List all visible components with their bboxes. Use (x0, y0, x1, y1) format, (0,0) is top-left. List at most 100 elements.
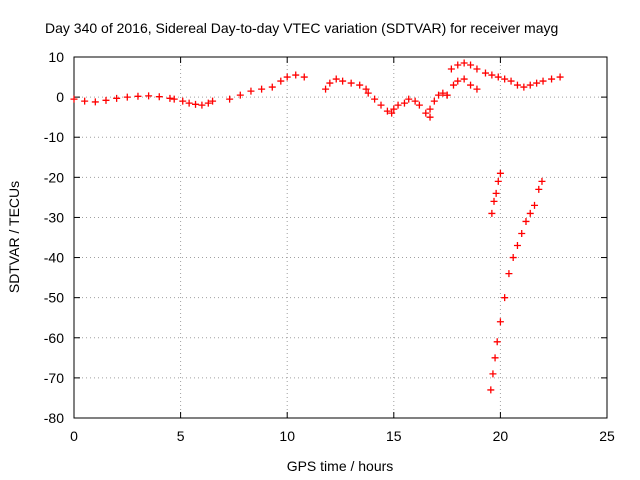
data-point (400, 99, 408, 107)
data-point (347, 79, 355, 87)
data-point (388, 109, 396, 117)
data-point (332, 75, 340, 83)
series-seg5 (364, 89, 396, 117)
data-point (192, 100, 200, 108)
data-point (488, 209, 496, 217)
data-point (492, 189, 500, 197)
x-tick-label: 10 (279, 428, 295, 444)
data-point (454, 77, 462, 85)
data-point (501, 75, 509, 83)
data-point (377, 101, 385, 109)
x-tick-label: 15 (386, 428, 402, 444)
data-point (491, 354, 499, 362)
data-point (531, 201, 539, 209)
data-point (383, 107, 391, 115)
data-point (70, 95, 78, 103)
y-tick-label: -40 (44, 250, 64, 266)
data-point (123, 93, 131, 101)
data-point (426, 105, 434, 113)
data-point (185, 99, 193, 107)
data-point (473, 85, 481, 93)
x-tick-label: 25 (599, 428, 615, 444)
series-seg1 (70, 92, 178, 106)
data-point (496, 318, 504, 326)
data-point (300, 73, 308, 81)
data-point (494, 73, 502, 81)
data-point (430, 97, 438, 105)
data-point (102, 96, 110, 104)
data-point (460, 59, 468, 67)
data-point (509, 254, 517, 262)
data-point (460, 75, 468, 83)
data-point (179, 97, 187, 105)
data-point (415, 101, 423, 109)
data-point (204, 99, 212, 107)
x-tick-label: 20 (493, 428, 509, 444)
y-tick-label: -30 (44, 209, 64, 225)
data-point (390, 105, 398, 113)
y-tick-label: -20 (44, 169, 64, 185)
data-point (539, 77, 547, 85)
data-point (449, 81, 457, 89)
chart-title: Day 340 of 2016, Sidereal Day-to-day VTE… (45, 20, 558, 36)
series-seg9 (447, 59, 481, 73)
data-point (134, 92, 142, 100)
data-point (467, 61, 475, 69)
data-point (501, 294, 509, 302)
data-point (145, 92, 153, 100)
data-point (473, 65, 481, 73)
x-tick-label: 0 (70, 428, 78, 444)
series-seg6 (390, 95, 434, 121)
data-point (236, 91, 244, 99)
data-point (447, 65, 455, 73)
data-point (155, 93, 163, 101)
axis-ticks: 0 5 10 15 20 25 10 0 -10 -20 -30 -40 -50 -60 -70 -80 (44, 49, 615, 444)
data-point (518, 229, 526, 237)
data-point (538, 177, 546, 185)
data-point (91, 98, 99, 106)
data-point (426, 113, 434, 121)
data-point (170, 95, 178, 103)
x-tick-label: 5 (177, 428, 185, 444)
data-point (258, 85, 266, 93)
data-point (81, 97, 89, 105)
series-seg12 (487, 177, 546, 394)
data-point (467, 81, 475, 89)
series-seg8 (443, 75, 481, 99)
data-point (487, 386, 495, 394)
data-point (505, 270, 513, 278)
data-point (247, 87, 255, 95)
data-point (526, 209, 534, 217)
x-axis-label: GPS time / hours (287, 458, 394, 474)
data-point (481, 69, 489, 77)
data-point (507, 77, 515, 85)
y-tick-label: -10 (44, 129, 64, 145)
data-point (356, 81, 364, 89)
data-point (283, 73, 291, 81)
plot-frame (73, 56, 608, 419)
data-point (443, 91, 451, 99)
data-point (268, 83, 276, 91)
data-point (364, 89, 372, 97)
data-point (326, 79, 334, 87)
data-point (454, 61, 462, 69)
data-point (226, 95, 234, 103)
data-point (322, 85, 330, 93)
data-point (494, 177, 502, 185)
data-point (526, 81, 534, 89)
data-point (439, 89, 447, 97)
data-point (535, 185, 543, 193)
data-point (277, 77, 285, 85)
data-point (548, 75, 556, 83)
data-point (435, 91, 443, 99)
data-point (209, 97, 217, 105)
data-point (362, 85, 370, 93)
data-point (394, 101, 402, 109)
series-seg11 (488, 169, 504, 217)
data-point (113, 94, 121, 102)
data-point (411, 97, 419, 105)
series-seg2 (179, 97, 217, 109)
data-point (533, 79, 541, 87)
data-point (513, 242, 521, 250)
